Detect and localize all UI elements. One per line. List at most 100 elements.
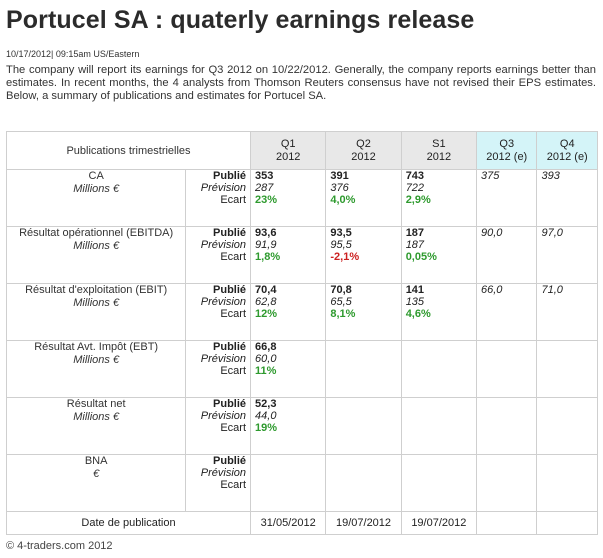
- value-cell: 70,8 65,5 8,1%: [325, 283, 402, 341]
- period-year: 2012: [275, 150, 301, 163]
- table-header-row: Publications trimestrielles Q1 2012 Q2 201…: [5, 131, 598, 170]
- publication-date: 19/07/2012: [325, 511, 402, 535]
- forecast-value: 44,0: [255, 410, 277, 422]
- header-label: Publications trimestrielles: [5, 131, 252, 170]
- page-title: Portucel SA : quaterly earnings release: [6, 6, 475, 34]
- row-label-unit: €: [93, 468, 100, 480]
- value-cell: [400, 454, 478, 512]
- period-name: Q3: [499, 137, 515, 150]
- estimate-cell: [536, 454, 598, 512]
- period-name: S1: [432, 137, 446, 150]
- gap-value: 23%: [255, 194, 278, 206]
- intro-paragraph: The company will report its earnings for…: [6, 64, 596, 102]
- value-cell: 70,4 62,8 12%: [250, 283, 327, 341]
- gap-value: 2,9%: [405, 194, 431, 206]
- estimate-cell: [536, 340, 598, 398]
- published-value: 93,5: [330, 227, 352, 239]
- kind-forecast: Prévision: [200, 239, 247, 251]
- estimate-cell: 393: [536, 169, 598, 227]
- value-cell: [325, 397, 402, 455]
- kind-forecast: Prévision: [200, 296, 247, 308]
- table-row: BNA € Publié Prévision Ecart: [5, 454, 598, 512]
- estimate-cell: [476, 454, 538, 512]
- period-name: Q2: [356, 137, 371, 150]
- value-cell: 391 376 4,0%: [325, 169, 402, 227]
- row-label-unit: Millions €: [73, 183, 120, 195]
- period-name: Q1: [280, 137, 296, 150]
- kind-gap: Ecart: [220, 194, 247, 206]
- published-value: 93,6: [255, 227, 277, 239]
- forecast-value: 187: [405, 239, 425, 251]
- published-value: 391: [330, 170, 349, 182]
- forecast-value: 722: [405, 182, 425, 194]
- row-label-unit: Millions €: [73, 354, 120, 366]
- row-label-name: Résultat d'exploitation (EBIT): [25, 284, 168, 296]
- kind-forecast: Prévision: [200, 410, 247, 422]
- kind-gap: Ecart: [220, 479, 247, 491]
- value-cell: 187 187 0,05%: [400, 226, 478, 284]
- table-row: CA Millions € Publié Prévision Ecart 353 287 23…: [5, 169, 598, 227]
- table-row: Résultat net Millions € Publié Prévision Eca…: [5, 397, 598, 455]
- estimate-cell: 375: [476, 169, 538, 227]
- row-label: Résultat opérationnel (EBITDA) Millions €: [5, 226, 187, 284]
- published-value: 52,3: [255, 398, 277, 410]
- value-cell: [400, 397, 478, 455]
- kind-published: Publié: [213, 455, 247, 467]
- period-year: 2012: [351, 150, 376, 163]
- row-label-name: BNA: [84, 455, 108, 467]
- publication-date-row: Date de publication 31/05/2012 19/07/2012 1…: [5, 511, 598, 535]
- value-cell: 66,8 60,0 11%: [250, 340, 327, 398]
- value-cell: 743 722 2,9%: [400, 169, 478, 227]
- estimate-cell: 97,0: [536, 226, 598, 284]
- published-value: 70,4: [255, 284, 277, 296]
- kind-forecast: Prévision: [200, 182, 247, 194]
- row-label: Résultat Avt. Impôt (EBT) Millions €: [5, 340, 187, 398]
- forecast-value: 135: [405, 296, 425, 308]
- header-period-estimate: Q4 2012 (e): [536, 131, 598, 170]
- value-cell: [400, 340, 478, 398]
- header-period: Q2 2012: [325, 131, 402, 170]
- value-cell: [250, 454, 327, 512]
- forecast-value: 65,5: [330, 296, 352, 308]
- row-label-name: Résultat net: [66, 398, 126, 410]
- estimate-cell: [476, 340, 538, 398]
- gap-value: 0,05%: [405, 251, 437, 263]
- gap-value: 12%: [255, 308, 278, 320]
- table-row: Résultat opérationnel (EBITDA) Millions €…: [5, 226, 598, 284]
- forecast-value: 95,5: [330, 239, 352, 251]
- estimate-cell: 66,0: [476, 283, 538, 341]
- row-kind-labels: Publié Prévision Ecart: [185, 226, 252, 284]
- forecast-value: 62,8: [255, 296, 277, 308]
- period-year: 2012 (e): [486, 150, 528, 163]
- publication-date: [536, 511, 598, 535]
- estimate-cell: 90,0: [476, 226, 538, 284]
- publication-date: 19/07/2012: [400, 511, 478, 535]
- forecast-value: 376: [330, 182, 349, 194]
- row-label-name: Résultat opérationnel (EBITDA): [19, 227, 174, 239]
- period-name: Q4: [559, 137, 575, 150]
- forecast-value: 60,0: [255, 353, 277, 365]
- estimate-cell: [476, 397, 538, 455]
- row-label: CA Millions €: [5, 169, 187, 227]
- dateline: 10/17/2012| 09:15am US/Eastern: [6, 49, 140, 59]
- gap-value: 1,8%: [255, 251, 281, 263]
- gap-value: 4,0%: [330, 194, 356, 206]
- value-cell: [325, 340, 402, 398]
- forecast-value: 91,9: [255, 239, 277, 251]
- kind-published: Publié: [213, 398, 247, 410]
- row-label: BNA €: [5, 454, 187, 512]
- row-label-name: Résultat Avt. Impôt (EBT): [34, 341, 159, 353]
- publication-date: 31/05/2012: [250, 511, 327, 535]
- estimate-cell: [536, 397, 598, 455]
- table-row: Résultat Avt. Impôt (EBT) Millions € Publi…: [5, 340, 598, 398]
- published-value: 187: [405, 227, 425, 239]
- value-cell: 93,6 91,9 1,8%: [250, 226, 327, 284]
- header-period-estimate: Q3 2012 (e): [476, 131, 538, 170]
- kind-forecast: Prévision: [200, 353, 247, 365]
- row-kind-labels: Publié Prévision Ecart: [185, 340, 252, 398]
- kind-gap: Ecart: [220, 365, 247, 377]
- row-label: Résultat net Millions €: [5, 397, 187, 455]
- value-cell: [325, 454, 402, 512]
- row-label-unit: Millions €: [73, 240, 120, 252]
- value-cell: 52,3 44,0 19%: [250, 397, 327, 455]
